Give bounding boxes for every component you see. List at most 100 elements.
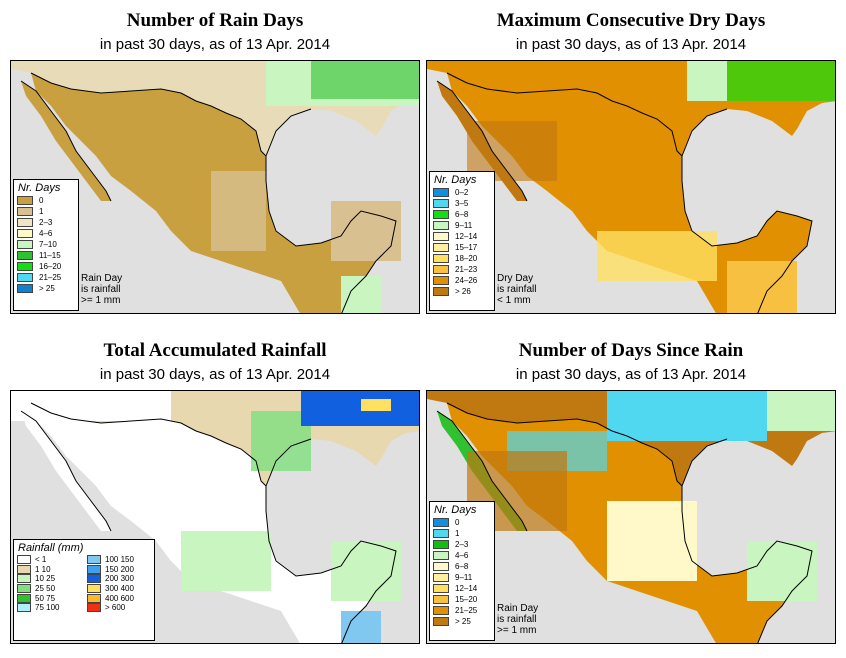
legend-label: 15–17	[455, 242, 478, 252]
legend-title: Rainfall (mm)	[18, 542, 84, 554]
legend-swatch	[17, 228, 33, 238]
legend-item: 100 150	[87, 555, 154, 564]
legend-item: 6–8	[433, 561, 494, 571]
legend-label: 12–14	[455, 231, 478, 241]
legend-item: 10 25	[17, 574, 84, 584]
legend-label: 25 50	[35, 584, 56, 594]
legend-item: 12–14	[433, 231, 494, 241]
legend-label: 11–15	[39, 250, 61, 260]
legend-label: 9–11	[455, 220, 473, 230]
legend-swatch	[17, 555, 31, 564]
legend-title: Nr. Days	[434, 504, 477, 516]
legend-item: 50 75	[17, 593, 84, 603]
legend-label: 10 25	[35, 574, 56, 584]
legend-swatch	[433, 242, 449, 252]
legend-label: < 1	[35, 555, 47, 564]
legend-item: < 1	[17, 555, 84, 564]
legend-item: 15–20	[433, 594, 494, 604]
legend-swatch	[433, 231, 449, 241]
legend-swatch	[17, 250, 33, 260]
legend-label: 15–20	[455, 594, 478, 604]
legend-item: 75 100	[17, 603, 84, 613]
legend-swatch	[17, 593, 31, 603]
legend-swatch	[17, 564, 31, 574]
legend-item: 3–5	[433, 198, 494, 208]
legend-swatch	[17, 574, 31, 584]
rain-day-note: Rain Day is rainfall >= 1 mm	[81, 273, 123, 306]
panel-dry-days: Maximum Consecutive Dry Days in past 30 …	[426, 0, 836, 320]
legend-item: 21–25	[17, 272, 78, 282]
legend-swatch	[87, 555, 101, 564]
legend-label: 0	[39, 195, 44, 205]
legend-item: 200 300	[87, 574, 154, 584]
legend-swatch	[87, 603, 101, 613]
land-baja	[21, 81, 111, 201]
legend-label: 9–11	[455, 572, 473, 582]
legend-swatch	[433, 517, 449, 527]
legend-item: 2–3	[17, 217, 78, 227]
legend-label: 1 10	[35, 564, 51, 574]
legend-swatch	[17, 261, 33, 271]
legend-label: 400 600	[105, 593, 134, 603]
panel-subtitle: in past 30 days, as of 13 Apr. 2014	[515, 366, 747, 383]
legend-label: 3–5	[455, 198, 469, 208]
legend-swatch	[87, 574, 101, 584]
panel-title: Number of Days Since Rain	[518, 340, 744, 361]
map-dry-days: Nr. Days 0–2 3–5 6–8 9–11 12–14 15–17 18–20 21–…	[426, 60, 836, 314]
legend-label: 6–8	[455, 209, 469, 219]
legend-title: Nr. Days	[434, 174, 477, 186]
legend-item: 21–25	[433, 605, 494, 615]
dry-day-note: Dry Day is rainfall < 1 mm	[497, 273, 537, 306]
legend-item: 0–2	[433, 187, 494, 197]
legend-label: 24–26	[455, 275, 478, 285]
legend-label: 1	[455, 528, 460, 538]
legend-swatch	[433, 275, 449, 285]
legend-label: 50 75	[35, 593, 56, 603]
panel-title: Total Accumulated Rainfall	[103, 340, 327, 361]
legend-label: 18–20	[455, 253, 478, 263]
legend-label: > 26	[455, 286, 471, 296]
legend-dry-days: Nr. Days 0–2 3–5 6–8 9–11 12–14 15–17 18–20 21–…	[429, 171, 495, 311]
legend-label: 4–6	[455, 550, 469, 560]
legend-swatch	[433, 220, 449, 230]
legend-label: 16–20	[39, 261, 62, 271]
legend-item: > 25	[17, 283, 78, 293]
legend-swatch	[433, 572, 449, 582]
legend-swatch	[17, 603, 31, 613]
legend-label: 21–25	[39, 272, 62, 282]
legend-swatch	[433, 253, 449, 263]
legend-label: 0	[455, 517, 460, 527]
legend-item: 150 200	[87, 564, 154, 574]
legend-swatch	[433, 583, 449, 593]
legend-item: 2–3	[433, 539, 494, 549]
legend-label: > 600	[105, 603, 126, 613]
legend-label: 21–23	[455, 264, 478, 274]
map-rain-days: Nr. Days 0 1 2–3 4–6 7–10 11–15 16–20 21–25 > 25…	[10, 60, 420, 314]
legend-swatch	[87, 593, 101, 603]
legend-label: 150 200	[105, 564, 134, 574]
legend-item: 0	[17, 195, 78, 205]
legend-item: 18–20	[433, 253, 494, 263]
map-days-since-rain: Nr. Days 0 1 2–3 4–6 6–8 9–11 12–14 15–20 21–25 >…	[426, 390, 836, 644]
legend-swatch	[433, 286, 449, 296]
legend-title: Nr. Days	[18, 182, 61, 194]
legend-swatch	[433, 528, 449, 538]
legend-label: 12–14	[455, 583, 478, 593]
legend-label: 200 300	[105, 574, 134, 584]
legend-item: 16–20	[17, 261, 78, 271]
legend-swatch	[433, 616, 449, 626]
legend-swatch	[17, 272, 33, 282]
panel-days-since-rain: Number of Days Since Rain in past 30 day…	[426, 330, 836, 650]
legend-swatch	[433, 561, 449, 571]
legend-label: 4–6	[39, 228, 53, 238]
legend-item: 12–14	[433, 583, 494, 593]
legend-item: 15–17	[433, 242, 494, 252]
legend-item: 25 50	[17, 584, 84, 594]
legend-swatch	[87, 564, 101, 574]
panel-title: Number of Rain Days	[126, 10, 304, 31]
legend-swatch	[433, 198, 449, 208]
legend-swatch	[17, 283, 33, 293]
legend-label: 7–10	[39, 239, 57, 249]
